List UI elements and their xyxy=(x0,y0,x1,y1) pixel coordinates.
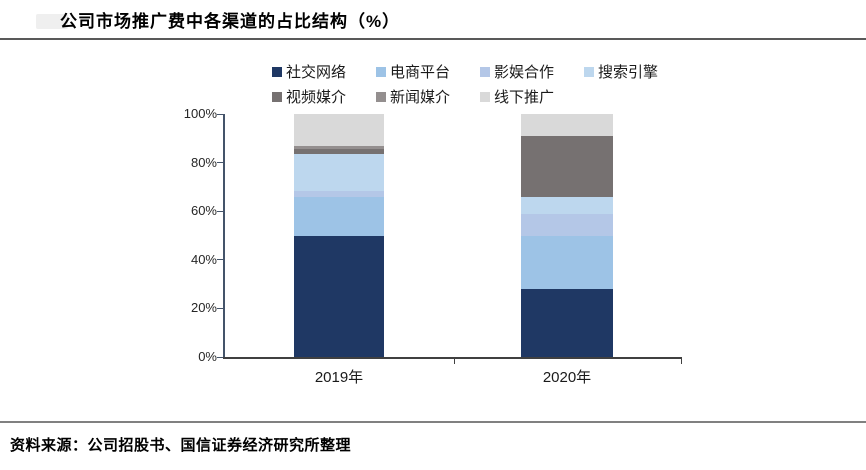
x-category-label: 2020年 xyxy=(542,369,592,386)
header-divider xyxy=(0,38,866,40)
legend-label: 新闻媒介 xyxy=(390,89,451,106)
bar-segment-搜索引擎 xyxy=(521,196,613,214)
source-note: 资料来源：公司招股书、国信证券经济研究所整理 xyxy=(10,437,352,454)
legend-swatch-icon xyxy=(376,91,387,102)
legend-label: 视频媒介 xyxy=(286,89,347,106)
faint-figure-label xyxy=(36,14,68,29)
legend-label: 影娱合作 xyxy=(494,64,555,81)
legend-item-影娱合作: 影娱合作 xyxy=(480,61,554,82)
legend-label: 线下推广 xyxy=(494,89,555,106)
stacked-bar-2019年 xyxy=(294,114,384,357)
legend-item-新闻媒介: 新闻媒介 xyxy=(376,86,450,107)
bar-segment-视频媒介 xyxy=(521,135,613,197)
legend-item-电商平台: 电商平台 xyxy=(376,61,450,82)
chart-legend: 社交网络 电商平台 影娱合作 搜索引擎视频媒介 新闻媒介 线下推广 xyxy=(272,61,658,111)
legend-swatch-icon xyxy=(480,91,491,102)
y-axis-tick-mark xyxy=(217,356,223,358)
bar-segment-新闻媒介 xyxy=(294,145,384,150)
bar-segment-影娱合作 xyxy=(521,213,613,236)
y-axis-tick-mark xyxy=(217,307,223,309)
legend-label: 电商平台 xyxy=(390,64,451,81)
footer-divider xyxy=(0,421,866,423)
y-axis-tick-label: 80% xyxy=(190,154,217,170)
bar-segment-线下推广 xyxy=(521,114,613,136)
y-axis-tick-label: 40% xyxy=(190,251,217,267)
x-axis-line xyxy=(223,357,682,359)
bar-segment-社交网络 xyxy=(521,288,613,357)
y-axis-tick-mark xyxy=(217,259,223,261)
plot-area: 0% 20% 40% 60% 80% 100% 2019年 2020年 xyxy=(184,106,682,386)
legend-label: 社交网络 xyxy=(286,64,347,81)
legend-swatch-icon xyxy=(376,66,387,77)
x-axis-tick-mark xyxy=(681,359,682,364)
bar-segment-电商平台 xyxy=(294,196,384,236)
y-axis-tick-mark xyxy=(217,162,223,164)
bar-segment-搜索引擎 xyxy=(294,154,384,191)
stacked-bar-2020年 xyxy=(521,114,613,357)
bar-segment-线下推广 xyxy=(294,114,384,146)
x-category-label: 2019年 xyxy=(314,369,364,386)
legend-item-线下推广: 线下推广 xyxy=(480,86,554,107)
bar-segment-影娱合作 xyxy=(294,190,384,197)
y-axis-tick-label: 60% xyxy=(190,203,217,219)
x-axis-tick-mark xyxy=(454,359,455,364)
y-axis-tick-label: 20% xyxy=(190,300,217,316)
bar-segment-视频媒介 xyxy=(294,149,384,155)
legend-swatch-icon xyxy=(480,66,491,77)
legend-row: 视频媒介 新闻媒介 线下推广 xyxy=(272,86,658,107)
legend-item-社交网络: 社交网络 xyxy=(272,61,346,82)
y-axis-tick-label: 100% xyxy=(183,106,217,121)
y-axis-tick-label: 0% xyxy=(198,349,217,364)
y-axis-tick-mark xyxy=(217,113,223,115)
legend-row: 社交网络 电商平台 影娱合作 搜索引擎 xyxy=(272,61,658,82)
bar-segment-电商平台 xyxy=(521,235,613,289)
y-axis-tick-mark xyxy=(217,210,223,212)
legend-item-搜索引擎: 搜索引擎 xyxy=(584,61,658,82)
bar-segment-社交网络 xyxy=(294,235,384,357)
legend-swatch-icon xyxy=(272,91,282,102)
legend-swatch-icon xyxy=(584,66,595,77)
legend-swatch-icon xyxy=(272,66,282,77)
legend-label: 搜索引擎 xyxy=(598,64,659,81)
chart-title: 公司市场推广费中各渠道的占比结构（%） xyxy=(60,12,401,31)
legend-item-视频媒介: 视频媒介 xyxy=(272,86,346,107)
